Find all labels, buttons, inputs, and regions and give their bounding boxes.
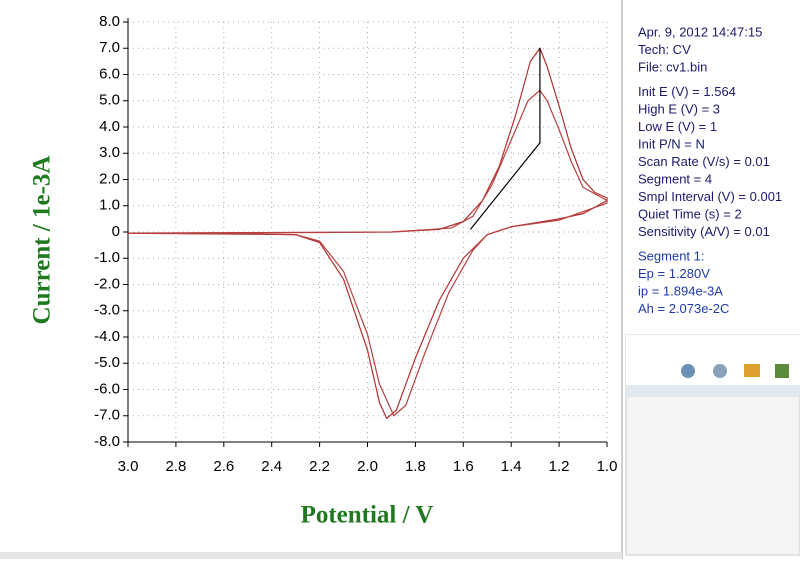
info-panel: Apr. 9, 2012 14:47:15 Tech: CV File: cv1.b… [638,24,782,316]
info-line: Sensitivity (A/V) = 0.01 [638,224,770,239]
x-tick-label: 2.6 [213,458,234,475]
info-line: Ep = 1.280V [638,266,710,281]
x-tick-label: 2.2 [309,458,330,475]
toolbar-icon [681,364,695,378]
x-tick-label: 3.0 [118,458,139,475]
info-line: Low E (V) = 1 [638,119,717,134]
y-tick-label: 3.0 [99,144,120,161]
x-tick-label: 2.0 [357,458,378,475]
y-tick-label: 2.0 [99,170,120,187]
toolbar-blank [626,335,800,385]
y-tick-label: 7.0 [99,39,120,56]
info-line: Segment = 4 [638,171,712,186]
toolbar-strip [626,385,800,397]
x-tick-label: 2.4 [261,458,282,475]
y-tick-label: -3.0 [94,302,120,319]
y-tick-label: 8.0 [99,13,120,30]
x-tick-label: 1.4 [501,458,522,475]
x-tick-label: 1.8 [405,458,426,475]
toolbar-icon [744,364,760,377]
info-line: Init E (V) = 1.564 [638,84,736,99]
taskbar-fragment [0,552,622,559]
info-line: Quiet Time (s) = 2 [638,206,742,221]
info-line: High E (V) = 3 [638,101,720,116]
info-line: File: cv1.bin [638,59,707,74]
cv-curve [470,48,541,230]
y-tick-label: 1.0 [99,197,120,214]
y-tick-label: -8.0 [94,433,120,450]
info-line: ip = 1.894e-3A [638,283,723,298]
toolbar-fragment [625,334,800,556]
y-tick-label: -6.0 [94,380,120,397]
y-tick-label: -5.0 [94,354,120,371]
x-tick-label: 1.6 [453,458,474,475]
y-tick-label: 6.0 [99,65,120,82]
toolbar-icon [713,364,727,378]
x-tick-label: 2.8 [165,458,186,475]
y-tick-label: -1.0 [94,249,120,266]
info-line: Tech: CV [638,42,691,57]
plot-area: 8.0 7.0 6.0 5.0 4.0 3.0 2.0 1.0 0 -1.0 -2.0 -3.0 -4.… [94,13,617,475]
y-tick-label: -2.0 [94,275,120,292]
info-line: Segment 1: [638,248,705,263]
y-tick-label: -4.0 [94,328,120,345]
x-tick-label: 1.0 [597,458,618,475]
info-line: Smpl Interval (V) = 0.001 [638,189,782,204]
y-tick-label: 4.0 [99,118,120,135]
info-line: Ah = 2.073e-2C [638,301,729,316]
y-tick-label: -7.0 [94,407,120,424]
info-line: Scan Rate (V/s) = 0.01 [638,154,770,169]
y-tick-label: 5.0 [99,92,120,109]
x-axis-title: Potential / V [301,502,434,529]
info-line: Apr. 9, 2012 14:47:15 [638,24,762,39]
toolbar-icon [775,364,789,378]
cv-curve [127,89,608,417]
x-tick-label: 1.2 [549,458,570,475]
y-axis-title: Current / 1e-3A [29,156,56,325]
y-tick-label: 0 [112,223,120,240]
info-line: Init P/N = N [638,136,705,151]
